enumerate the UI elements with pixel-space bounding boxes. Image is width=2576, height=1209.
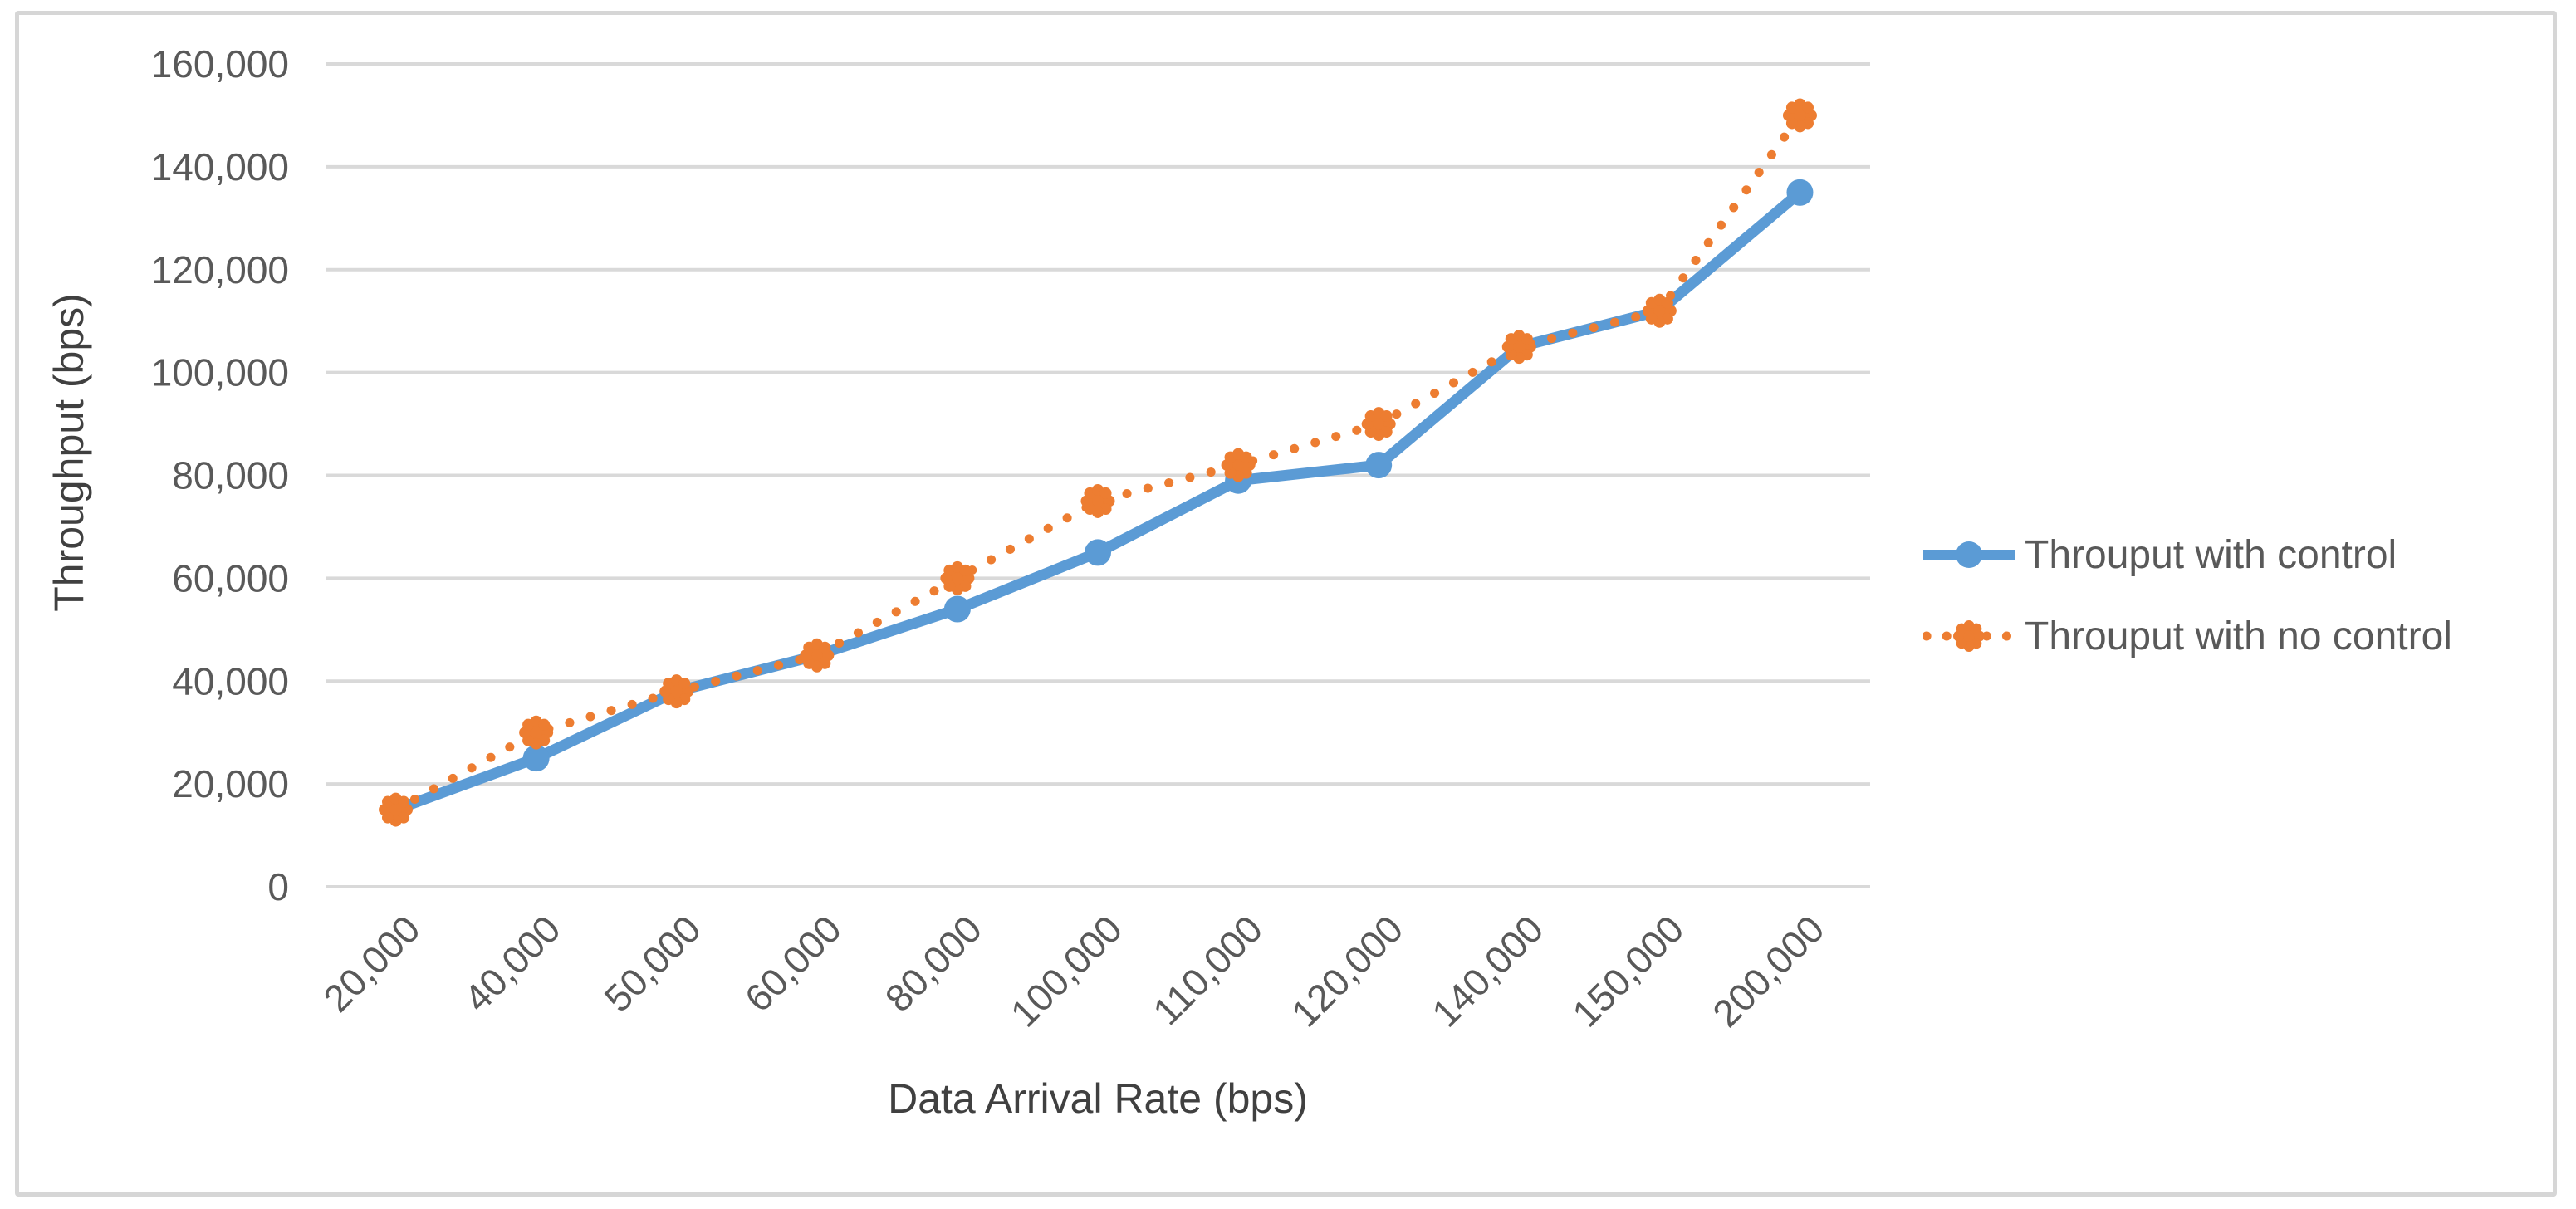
y-tick-label: 140,000 xyxy=(151,145,289,188)
flower-marker xyxy=(1080,483,1115,518)
x-tick-label: 60,000 xyxy=(737,907,850,1020)
flower-marker xyxy=(1953,620,1985,652)
x-tick-label: 140,000 xyxy=(1423,907,1551,1035)
flower-marker xyxy=(1782,98,1817,133)
legend-entry-with-control: Throuput with control xyxy=(1923,531,2452,578)
x-tick-label: 100,000 xyxy=(1002,907,1130,1035)
circle-marker xyxy=(522,745,550,772)
gridlines-group xyxy=(326,62,1870,888)
y-axis-title: Throughput (bps) xyxy=(46,293,92,612)
legend-label-with-control: Throuput with control xyxy=(2025,532,2397,577)
circle-marker xyxy=(1786,179,1814,206)
circle-marker xyxy=(1085,539,1111,566)
legend-entry-no-control: Throuput with no control xyxy=(1923,613,2452,659)
y-tick-label: 120,000 xyxy=(151,248,289,291)
x-tick-label: 50,000 xyxy=(596,907,709,1020)
legend-sample-dotted-line-icon xyxy=(1923,620,2015,652)
flower-marker xyxy=(1642,293,1677,328)
x-tick-label: 150,000 xyxy=(1564,907,1692,1035)
flower-marker xyxy=(800,638,835,673)
flower-marker xyxy=(519,715,554,750)
x-tick-label: 110,000 xyxy=(1144,907,1271,1033)
y-tick-label: 100,000 xyxy=(151,351,289,394)
x-tick-label: 40,000 xyxy=(455,907,568,1020)
flower-marker xyxy=(659,674,694,709)
flower-marker xyxy=(1221,448,1256,482)
x-tick-label: 120,000 xyxy=(1283,907,1411,1035)
x-tick-label: 80,000 xyxy=(877,907,990,1020)
flower-marker xyxy=(379,792,414,827)
circle-marker xyxy=(943,595,971,623)
x-axis-tick-labels: 20,000 40,000 50,000 60,000 80,000 100,000 110… xyxy=(315,907,1832,1035)
y-axis-tick-labels: 0 20,000 40,000 60,000 80,000 100,000 120,000 1… xyxy=(151,42,289,908)
y-tick-label: 160,000 xyxy=(151,42,289,86)
x-tick-label: 20,000 xyxy=(315,907,428,1020)
y-tick-label: 80,000 xyxy=(172,454,289,497)
y-tick-label: 20,000 xyxy=(172,762,289,805)
legend-circle-marker xyxy=(1956,541,1982,568)
flower-marker xyxy=(940,560,975,595)
y-tick-label: 0 xyxy=(267,865,289,908)
x-axis-title: Data Arrival Rate (bps) xyxy=(888,1075,1308,1122)
circle-marker xyxy=(1365,452,1393,479)
y-tick-label: 40,000 xyxy=(172,659,289,702)
chart-legend: Throuput with control Throuput with no c… xyxy=(1923,531,2452,659)
legend-label-no-control: Throuput with no control xyxy=(2025,614,2452,658)
series-line-no-control xyxy=(391,110,1805,815)
legend-sample-solid-line-icon xyxy=(1923,541,2015,568)
flower-marker xyxy=(1361,407,1396,442)
x-tick-label: 200,000 xyxy=(1704,907,1832,1035)
series-layer xyxy=(379,98,1817,827)
y-tick-label: 60,000 xyxy=(172,556,289,600)
flower-marker xyxy=(1501,330,1536,365)
